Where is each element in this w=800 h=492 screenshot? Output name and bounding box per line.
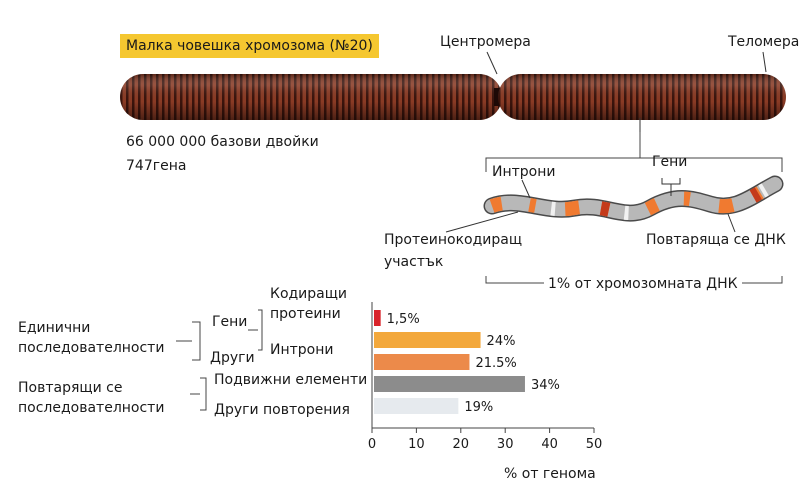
chromosome-title: Малка човешка хромозома (№20) [120,34,379,58]
bar-value-label-0: 1,5% [387,312,420,327]
mobile-elements-label: Подвижни елементи [214,372,368,388]
other-category-label: Други [210,350,255,366]
dna-strand [483,175,784,222]
bar-0 [374,310,381,326]
centromere-label: Центромера [440,34,531,50]
x-tick-label-4: 40 [541,437,558,452]
x-tick-label-2: 20 [453,437,470,452]
tree-lines [176,309,263,411]
zoom-bracket [485,157,783,172]
coding-proteins-label-1: Кодиращи [270,286,348,302]
single-seq-label-1: Единични [18,320,91,336]
introns-category-label: Интрони [270,342,334,358]
genes-count-label: 747гена [126,158,187,174]
bar-3 [374,376,525,392]
protein-coding-label-2: участък [384,254,444,270]
x-tick-label-3: 30 [497,437,514,452]
protein-coding-label-1: Протеинокодиращ [384,232,523,248]
coding-proteins-label-2: протеини [270,306,341,322]
bar-1 [374,332,481,348]
bar-value-label-2: 21.5% [475,356,516,371]
telomere-label: Теломера [728,34,800,50]
genes-category-label: Гени [212,314,248,330]
repeated-seq-label-2: последователности [18,400,165,416]
x-tick-label-1: 10 [408,437,425,452]
repeated-seq-label-1: Повтарящи се [18,380,123,396]
chromosome-right-arm [498,74,786,120]
introns-label: Интрони [492,164,556,180]
chromosome-left-arm [120,74,502,120]
x-tick-label-0: 0 [368,437,376,452]
bar-4 [374,398,459,414]
genes-label: Гени [652,154,688,170]
single-seq-label-2: последователности [18,340,165,356]
other-repeats-label: Други повторения [214,402,350,418]
bar-value-label-3: 34% [531,378,560,393]
base-pairs-label: 66 000 000 базови двойки [126,134,319,150]
x-axis-title: % от генома [504,466,596,482]
bar-value-label-1: 24% [487,334,516,349]
x-tick-label-5: 50 [586,437,603,452]
repeat-dna-label: Повтаряща се ДНК [646,232,786,248]
fraction-label: 1% от хромозомната ДНК [544,276,742,292]
bar-value-label-4: 19% [464,400,493,415]
bar-2 [374,354,470,370]
